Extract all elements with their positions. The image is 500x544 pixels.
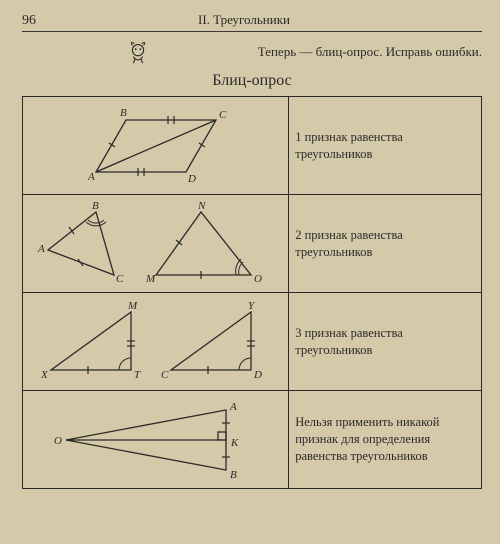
vertex-label: C: [161, 369, 169, 381]
intro-text: Теперь — блиц-опрос. Исправь ошибки.: [258, 44, 482, 60]
vertex-label: C: [219, 109, 227, 121]
vertex-label: M: [145, 273, 156, 285]
vertex-label: D: [187, 173, 196, 185]
vertex-label: A: [87, 171, 95, 183]
diagram-cell-2: A B C M N O: [23, 195, 289, 293]
vertex-label: O: [254, 273, 262, 285]
vertex-label: A: [229, 401, 237, 413]
mascot-icon: [124, 38, 152, 66]
vertex-label: B: [120, 107, 127, 119]
page-number: 96: [22, 13, 36, 29]
vertex-label: C: [116, 273, 124, 285]
intro-row: Теперь — блиц-опрос. Исправь ошибки.: [24, 38, 482, 66]
quiz-table: A B C D 1 признак равенства треугольнико…: [22, 96, 482, 489]
vertex-label: B: [92, 200, 99, 212]
vertex-label: K: [230, 437, 239, 449]
page-header: 96 II. Треугольники: [22, 12, 482, 32]
answer-cell-4: Нельзя применить никакой признак для опр…: [289, 391, 482, 489]
quiz-title: Блиц-опрос: [22, 72, 482, 90]
vertex-label: T: [134, 369, 141, 381]
diagram-cell-1: A B C D: [23, 97, 289, 195]
vertex-label: N: [197, 200, 206, 212]
vertex-label: B: [230, 469, 237, 481]
diagram-cell-4: O A K B: [23, 391, 289, 489]
vertex-label: M: [127, 300, 138, 312]
table-row: X M T C Y D 3 признак равенства треуголь…: [23, 293, 482, 391]
section-title: II. Треугольники: [36, 12, 482, 28]
answer-cell-1: 1 признак равенства треугольников: [289, 97, 482, 195]
vertex-label: A: [37, 243, 45, 255]
answer-cell-3: 3 признак равенства треугольников: [289, 293, 482, 391]
vertex-label: D: [253, 369, 262, 381]
answer-cell-2: 2 признак равенства треугольников: [289, 195, 482, 293]
table-row: O A K B Нельзя применить никакой признак…: [23, 391, 482, 489]
vertex-label: O: [54, 435, 62, 447]
table-row: A B C D 1 признак равенства треугольнико…: [23, 97, 482, 195]
vertex-label: X: [40, 369, 49, 381]
table-row: A B C M N O 2 признак равенства треуголь…: [23, 195, 482, 293]
diagram-cell-3: X M T C Y D: [23, 293, 289, 391]
vertex-label: Y: [248, 300, 256, 312]
